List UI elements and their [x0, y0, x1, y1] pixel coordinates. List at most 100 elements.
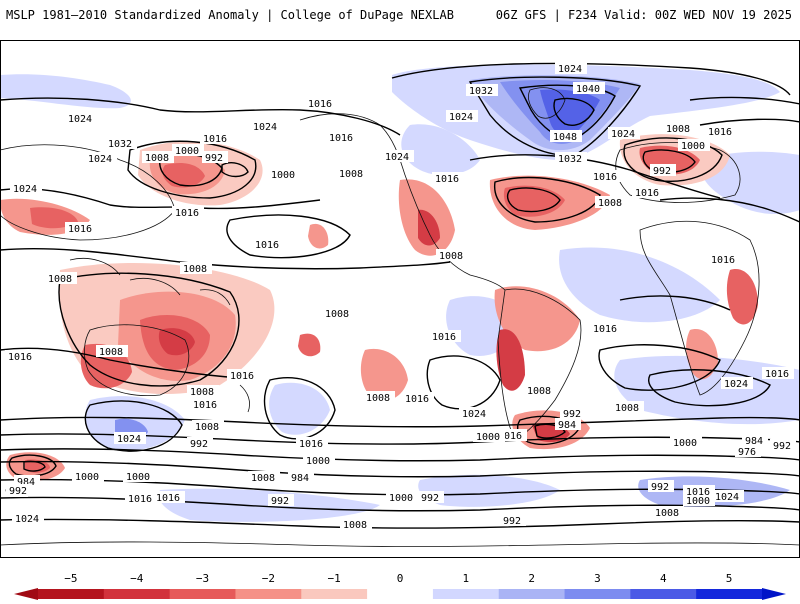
- red-anomaly-atlantic-2: [503, 185, 565, 217]
- isobar-1008-maritime: [58, 272, 240, 387]
- contour-label: 1016: [765, 369, 789, 380]
- blue-anomaly-satl: [559, 247, 720, 323]
- isobar-1024-na: [0, 97, 401, 136]
- colorbar-swatch: [235, 589, 302, 599]
- contour-label: 992: [9, 486, 27, 497]
- contour-label: 1008: [655, 508, 679, 519]
- coast-australia: [84, 324, 190, 396]
- isobar-984-so: [0, 460, 800, 478]
- isobar-1048-arctic: [553, 97, 595, 126]
- isobar-1016-pac-mid: [226, 214, 351, 259]
- colorbar-tick-labels: −5 −4 −3 −2 −1 0 1 2 3 4 5: [64, 572, 732, 585]
- red-anomaly-us-2: [418, 209, 440, 246]
- colorbar-swatch: [301, 589, 368, 599]
- isobar-1016-africa: [619, 295, 731, 311]
- contour-label: 1016: [635, 188, 659, 199]
- contour-label: 1008: [183, 264, 207, 275]
- coast-north-america: [299, 113, 506, 291]
- blue-anomaly-southern-2: [418, 474, 560, 507]
- isobar-atlantic-low-2: [506, 187, 561, 213]
- contour-label: 1016: [193, 400, 217, 411]
- isobar-high-arctic: [391, 62, 791, 96]
- contour-label: 1024: [611, 129, 635, 140]
- contour-label: 1008: [615, 403, 639, 414]
- isobar-1016-eurasia: [689, 96, 800, 105]
- isobar-atlantic-low: [494, 176, 601, 223]
- contour-label: 1040: [576, 84, 600, 95]
- isobar-1016-satl: [598, 344, 721, 391]
- contour-label: 1016: [8, 352, 32, 363]
- colorbar-tick-label: −3: [196, 572, 209, 585]
- colorbar-arrow-left: [14, 588, 38, 600]
- contour-label: 1008: [439, 251, 463, 262]
- isobar-low-satl-2: [534, 423, 566, 439]
- contour-label: 1008: [325, 309, 349, 320]
- colorbar-tick-label: 0: [397, 572, 404, 585]
- red-anomaly-n-pac: [308, 223, 329, 249]
- contour-label: 1016: [435, 174, 459, 185]
- contour-label: 1008: [195, 422, 219, 433]
- contour-label: 992: [653, 166, 671, 177]
- isobar-1016-spac-ring: [263, 376, 336, 440]
- contour-label: 1024: [724, 379, 748, 390]
- contour-label: 1032: [108, 139, 132, 150]
- colorbar-tick-label: −4: [130, 572, 144, 585]
- contour-label: 1000: [175, 146, 199, 157]
- contour-label: 1016: [156, 493, 180, 504]
- contour-label: 1024: [462, 409, 486, 420]
- isobar-1008-so: [0, 416, 800, 428]
- contour-label: 1008: [99, 347, 123, 358]
- model-run-info: 06Z GFS | F234 Valid: 00Z WED NOV 19 202…: [495, 8, 792, 22]
- red-anomaly-s-africa: [686, 329, 718, 380]
- isobar-1008-nh-east: [659, 197, 800, 223]
- contour-label: 1048: [553, 132, 577, 143]
- coast-south-america: [497, 288, 582, 441]
- contour-label: 992: [773, 441, 791, 452]
- contour-label: 1016: [68, 224, 92, 235]
- isobar-1016-na-east: [469, 154, 721, 199]
- contour-label: 1032: [469, 86, 493, 97]
- contour-label: 984: [558, 420, 576, 431]
- contour-label: 1000: [686, 496, 710, 507]
- contour-label: 1016: [299, 439, 323, 450]
- contour-label: 1016: [329, 133, 353, 144]
- contour-label: 1016: [432, 332, 456, 343]
- isobar-low-se-2: [23, 460, 46, 472]
- contour-label: 1016: [255, 240, 279, 251]
- contour-label: 1016: [686, 487, 710, 498]
- contour-labels: 1024 1016 1032 1024 1016 1008 1000 992 1…: [2, 62, 796, 531]
- contour-label: 1008: [527, 386, 551, 397]
- colorbar-swatch: [38, 589, 105, 599]
- colorbar-tick-label: 3: [594, 572, 601, 585]
- contour-label: 1000: [389, 493, 413, 504]
- isobar-low-europe-2: [642, 149, 696, 174]
- contour-label: 1016: [308, 99, 332, 110]
- contour-label: 1008: [251, 473, 275, 484]
- colorbar-swatch: [696, 589, 763, 599]
- colorbar-swatches: [38, 589, 763, 599]
- coast-new-zealand: [239, 384, 250, 413]
- contour-label: 1008: [598, 198, 622, 209]
- contour-label: 1016: [711, 255, 735, 266]
- colorbar-tick-label: 1: [463, 572, 470, 585]
- colorbar-arrow-right: [762, 588, 786, 600]
- red-anomaly-africa: [726, 269, 758, 325]
- contour-label: 1024: [385, 152, 409, 163]
- colorbar-tick-label: 5: [726, 572, 733, 585]
- colorbar-tick-label: −1: [328, 572, 341, 585]
- contour-label: 1008: [343, 520, 367, 531]
- contour-label: 992: [421, 493, 439, 504]
- isobar-1032-arctic: [468, 76, 642, 157]
- title-bar: MSLP 1981–2010 Standardized Anomaly | Co…: [0, 0, 800, 36]
- blue-anomaly-spac: [269, 382, 330, 435]
- isobar-992-so: [0, 448, 800, 462]
- contour-label: 1000: [75, 472, 99, 483]
- red-anomaly-gulf: [298, 333, 321, 357]
- contour-label: 1032: [558, 154, 582, 165]
- contour-label: 1008: [48, 274, 72, 285]
- isobar-992-np: [221, 162, 249, 178]
- contour-label: 1000: [126, 472, 150, 483]
- colorbar-tick-label: −5: [64, 572, 77, 585]
- colorbar-swatch: [432, 589, 500, 599]
- contour-label: 1000: [476, 432, 500, 443]
